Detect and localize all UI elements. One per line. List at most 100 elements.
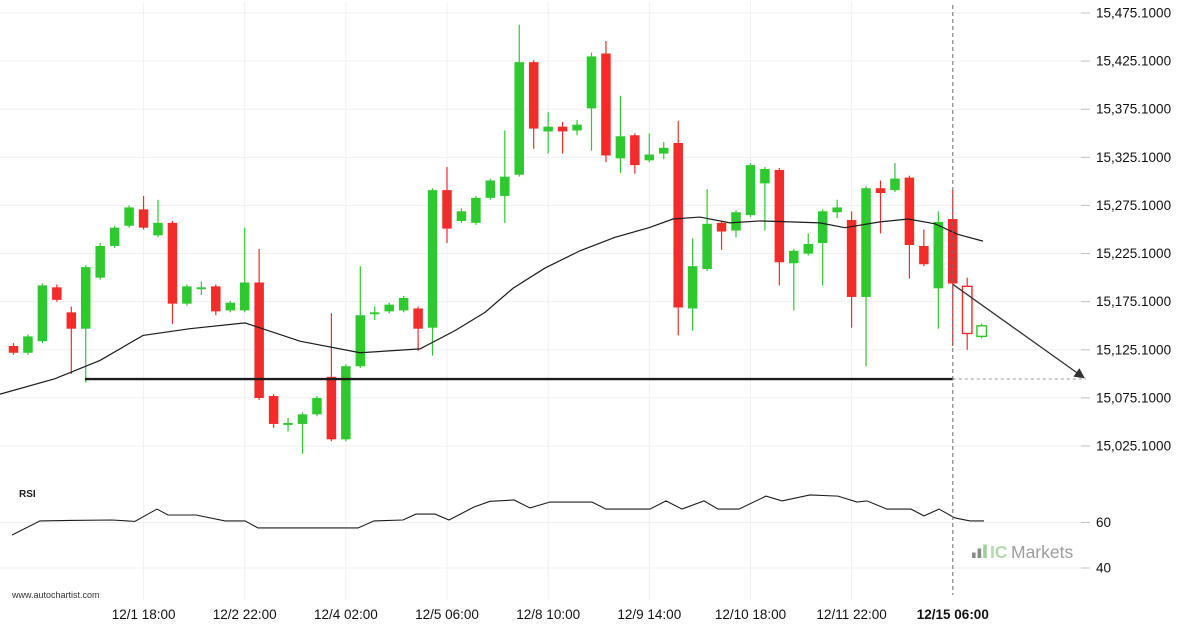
candle-body [687,266,698,309]
price-axis-label: 15,475.1000 [1096,6,1171,21]
candle-body [890,178,900,191]
candle-body [731,212,741,231]
candle-body [239,282,250,311]
candle-body [557,126,568,132]
candle-body [601,53,611,156]
candle-body [846,219,857,297]
forecast-candle-body [976,325,988,338]
candle-body [572,124,582,131]
candle-body [225,302,235,311]
forecast-arrow [952,283,1085,379]
time-axis-label: 12/5 06:00 [415,607,479,622]
autochartist-watermark: www.autochartist.com [11,590,100,600]
candle-body [803,244,813,254]
candle-body [341,366,351,440]
time-axis-label: 12/2 22:00 [213,607,277,622]
candle-body [283,422,293,425]
candle-body [659,147,669,154]
candle-body [456,211,467,221]
candle-body [615,136,626,159]
candle-body [442,190,452,229]
candle-body [528,62,539,129]
price-axis-label: 15,125.1000 [1096,342,1171,357]
candle-body [95,245,105,278]
candle-body [109,227,120,246]
candle-body [875,188,886,194]
candle-body [124,207,134,226]
time-axis-label: 12/9 14:00 [617,607,681,622]
candle-body [398,297,409,311]
time-axis-label: 12/1 18:00 [112,607,176,622]
candle-body [196,287,207,290]
candle-body [297,414,308,424]
candle-body [919,245,929,265]
candle-body [933,221,944,289]
candle-body [211,286,221,312]
candle-body [817,211,828,244]
candle-body [630,135,640,166]
candle-body [789,250,799,264]
candle-body [8,346,19,353]
candle-body [904,177,915,245]
candle-body [716,222,727,232]
candle-body [312,397,322,415]
time-axis-label: 12/10 18:00 [715,607,786,622]
candle-body [138,209,149,228]
time-axis-label: 12/15 06:00 [917,607,989,622]
candle-body [81,267,91,329]
bar-chart-icon [972,544,987,558]
candle-body [182,286,192,304]
rsi-line [11,494,984,536]
candle-body [702,223,712,270]
price-axis-label: 15,375.1000 [1096,102,1171,117]
moving-average-line [0,216,984,395]
candle-body [268,396,279,424]
price-axis-label: 15,275.1000 [1096,198,1171,213]
candle-body [23,336,33,353]
candle-body [471,197,481,223]
rsi-axis-label: 40 [1096,561,1111,576]
rsi-pane-label: RSI [19,489,36,500]
time-axis-label: 12/8 10:00 [516,607,580,622]
price-axis-label: 15,175.1000 [1096,294,1171,309]
candle-body [644,154,655,161]
candle-body [832,207,842,213]
candle-body [760,168,770,184]
price-axis-label: 15,325.1000 [1096,150,1171,165]
candle-body [500,176,510,196]
candle-body [774,169,785,263]
chart-plot-area: 15,475.1000 15,425.1000 15,375.1000 15,325.… [0,2,1171,622]
price-axis-label: 15,425.1000 [1096,54,1171,69]
candle-body [370,312,380,315]
candle-body [153,222,163,236]
candle-body [586,56,597,109]
candle-body [66,312,77,329]
price-axis-label: 15,075.1000 [1096,390,1171,405]
time-axis-label: 12/11 22:00 [816,607,886,622]
logo-text-ic: IC [990,542,1008,562]
candle-body [355,315,366,367]
candle-body [673,142,683,308]
candle-body [167,222,178,304]
price-axis-label: 15,025.1000 [1096,438,1171,453]
candle-body [861,188,871,297]
rsi-axis-label: 60 [1096,515,1111,530]
candle-body [745,165,756,216]
candle-body [427,190,438,328]
time-axis-label: 12/4 02:00 [314,607,378,622]
candle-body [52,287,62,300]
candle-body [413,308,423,329]
forecast-candle-body [961,285,973,335]
candle-body [384,304,394,312]
price-axis-label: 15,225.1000 [1096,246,1171,261]
candle-body [254,282,264,398]
candle-body [485,180,496,198]
icmarkets-logo: IC Markets [972,542,1073,562]
candle-body [326,376,337,440]
logo-text-markets: Markets [1011,542,1073,562]
candle-body [543,126,553,132]
candle-body [514,62,524,175]
candle-body [37,285,48,342]
